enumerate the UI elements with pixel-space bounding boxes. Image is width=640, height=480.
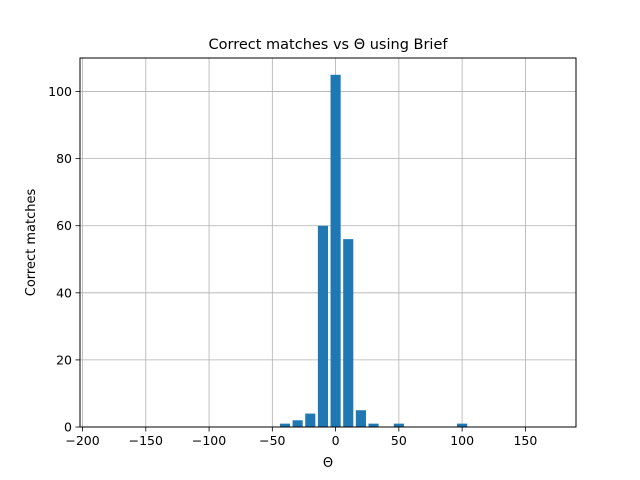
x-tick-label: 50 <box>391 433 407 448</box>
bar <box>457 423 468 427</box>
plot-frame <box>79 57 577 428</box>
y-axis-label: Correct matches <box>24 189 39 297</box>
x-tick-label: −100 <box>192 433 226 448</box>
x-tick-label: −200 <box>65 433 99 448</box>
bar <box>305 413 316 427</box>
bar <box>355 410 366 427</box>
y-tick-label: 80 <box>56 151 72 166</box>
y-tick-label: 60 <box>56 218 72 233</box>
bar <box>343 239 354 427</box>
x-axis-ticks: −200 −150 −100 −50 0 50 100 150 <box>65 427 537 448</box>
bar <box>393 423 404 427</box>
y-axis-ticks: 0 20 40 60 80 100 <box>48 84 80 435</box>
bar <box>330 74 341 427</box>
y-tick-label: 0 <box>64 420 72 435</box>
x-axis-label: Θ <box>323 456 333 471</box>
x-tick-label: 150 <box>513 433 537 448</box>
bar <box>292 420 303 427</box>
bar <box>317 225 328 427</box>
x-tick-label: 100 <box>450 433 474 448</box>
x-tick-label: 0 <box>332 433 340 448</box>
bar <box>368 423 379 427</box>
bars <box>279 74 468 427</box>
y-tick-label: 100 <box>48 84 72 99</box>
chart-title: Correct matches vs Θ using Brief <box>209 37 449 53</box>
x-tick-label: −150 <box>129 433 163 448</box>
y-tick-label: 40 <box>56 285 72 300</box>
y-tick-label: 20 <box>56 352 72 367</box>
x-tick-label: −50 <box>259 433 285 448</box>
bar <box>279 423 291 427</box>
